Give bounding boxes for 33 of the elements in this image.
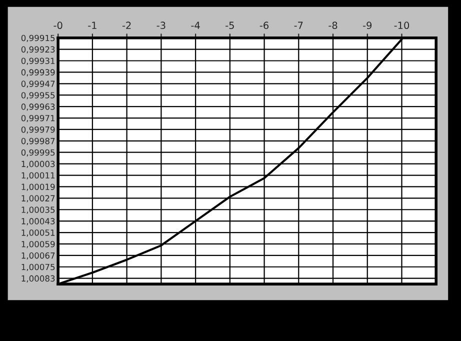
y-tick-label: 1,00075 bbox=[22, 264, 55, 272]
y-tick-label: 1,00059 bbox=[22, 240, 55, 248]
x-tick-label: -9 bbox=[363, 22, 372, 30]
y-tick-label: 0,99963 bbox=[21, 104, 55, 111]
x-tick-label: -3 bbox=[156, 22, 166, 30]
y-tick-label: 0,99979 bbox=[21, 126, 55, 134]
y-tick-label: 0,99939 bbox=[21, 69, 55, 76]
y-tick-label: 1,00003 bbox=[22, 160, 55, 168]
x-tick-label: -0 bbox=[54, 22, 62, 30]
y-tick-label: 0,99995 bbox=[21, 149, 55, 156]
x-tick-label: -6 bbox=[260, 22, 269, 30]
x-tick-label: -1 bbox=[88, 22, 96, 29]
y-tick-label: 0,99947 bbox=[21, 80, 55, 88]
y-tick-label: 1,00019 bbox=[22, 184, 55, 191]
y-tick-label: 0,99987 bbox=[21, 138, 55, 146]
x-tick-label: -7 bbox=[294, 22, 303, 29]
y-tick-label: 0,99955 bbox=[21, 92, 55, 100]
y-tick-label: 0,99971 bbox=[21, 114, 55, 122]
x-tick-label: -4 bbox=[191, 22, 200, 29]
x-tick-label: -10 bbox=[394, 22, 410, 30]
y-tick-label: 0,99923 bbox=[21, 46, 55, 54]
y-tick-label: 1,00083 bbox=[22, 275, 55, 282]
y-tick-label: 1,00051 bbox=[22, 230, 55, 237]
y-tick-label: 1,00011 bbox=[22, 172, 55, 180]
x-tick-label: -2 bbox=[122, 22, 131, 29]
y-tick-label: 0,99915 bbox=[21, 34, 55, 42]
x-tick-label: -5 bbox=[226, 22, 234, 30]
y-tick-label: 1,00067 bbox=[22, 252, 55, 260]
y-tick-label: 1,00027 bbox=[22, 195, 55, 202]
y-tick-label: 1,00043 bbox=[22, 218, 55, 226]
y-tick-label: 0,99931 bbox=[21, 58, 55, 65]
y-tick-label: 1,00035 bbox=[22, 206, 55, 214]
x-tick-label: -8 bbox=[328, 22, 338, 30]
